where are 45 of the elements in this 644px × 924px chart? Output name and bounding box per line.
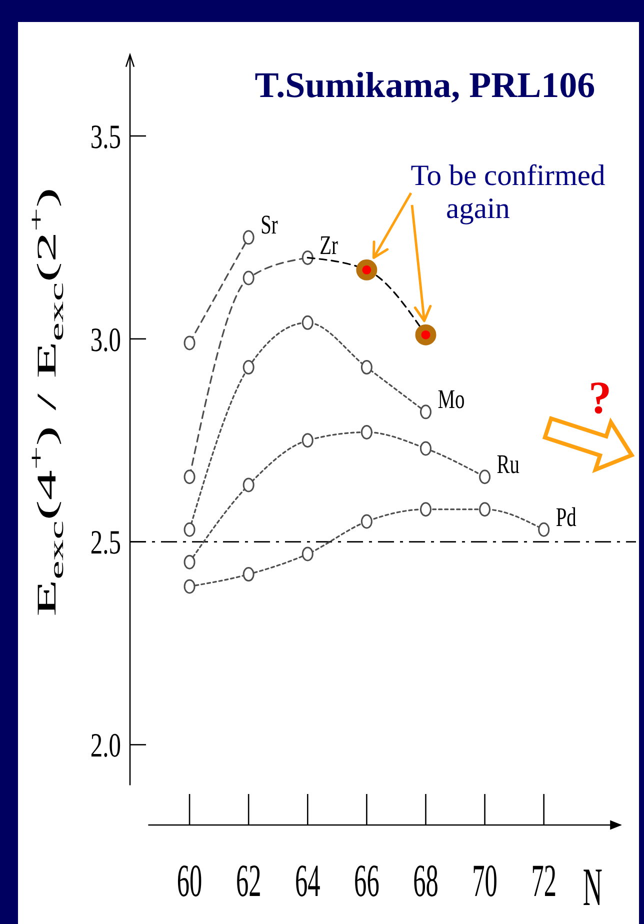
series-label: Zr [320,230,338,261]
point [184,579,196,594]
point [242,567,254,582]
x-tick-label: 60 [176,856,202,908]
chart-title: T.Sumikama, PRL106 [254,65,596,105]
point [302,250,314,265]
point [420,441,432,456]
point [242,270,254,286]
point [420,502,432,517]
point [184,522,196,537]
x-axis-title: N [582,858,602,918]
point [356,259,378,280]
annotation: To be confirmed again [410,160,606,225]
point [302,546,314,562]
x-tick-label: 62 [236,856,262,908]
point [420,404,432,420]
y-tick-label: 2.5 [90,525,121,562]
point [242,230,254,245]
x-tick-label: 66 [354,856,380,908]
series-label: Mo [438,385,465,416]
point [479,502,491,517]
point [302,315,314,330]
series-label: Ru [496,450,520,480]
point [415,324,436,346]
point [360,424,372,440]
series-label: Pd [556,502,577,533]
x-tick-label: 72 [531,856,556,908]
x-tick-label: 70 [472,856,498,908]
point [479,470,491,484]
point [360,360,372,375]
series-label: Sr [260,210,278,240]
y-tick-label: 3.0 [90,322,121,359]
y-tick-label: 3.5 [90,119,121,156]
point [184,336,196,350]
point [302,433,314,448]
point [242,478,254,492]
y-tick-label: 2.0 [90,728,121,765]
x-tick-label: 64 [294,856,320,908]
point [538,522,550,537]
point [184,554,196,570]
x-tick-label: 68 [413,856,438,908]
point [242,360,254,375]
point [360,514,372,529]
point [184,470,196,484]
annotation: ? [588,372,612,423]
